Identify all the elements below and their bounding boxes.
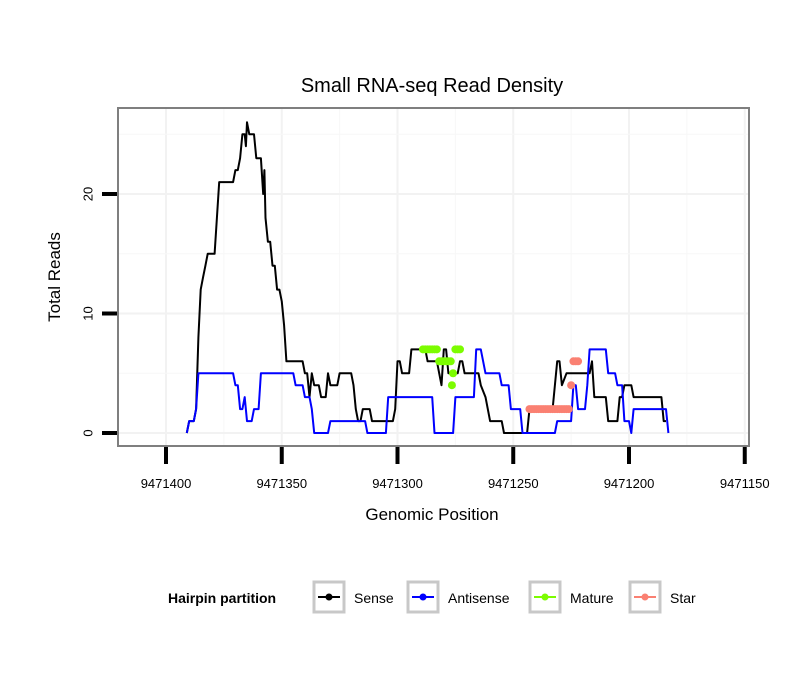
x-tick-label: 9471400 — [141, 476, 192, 491]
legend-label: Mature — [570, 590, 614, 606]
legend-label: Antisense — [448, 590, 510, 606]
mature-point — [447, 381, 456, 390]
mature-point — [449, 369, 458, 378]
star-point — [564, 405, 573, 414]
star-point — [574, 357, 583, 366]
x-tick-label: 9471200 — [604, 476, 655, 491]
sense-line — [185, 121, 666, 434]
mature-point — [446, 357, 455, 366]
legend-item-sense: Sense — [312, 580, 394, 614]
legend-label: Sense — [354, 590, 394, 606]
plot-border — [117, 107, 750, 447]
x-axis: 9471400 9471350 9471300 9471250 9471200 94711… — [141, 447, 770, 491]
x-axis-title: Genomic Position — [365, 505, 498, 524]
legend-title: Hairpin partition — [168, 590, 276, 606]
y-axis-title: Total Reads — [45, 232, 64, 322]
chart-title: Small RNA-seq Read Density — [301, 75, 563, 97]
mature-point — [456, 345, 465, 354]
legend: Hairpin partition Sense Antisense Mature St… — [168, 580, 696, 614]
y-axis: 0 10 20 — [81, 187, 117, 437]
y-tick-label: 10 — [81, 306, 96, 320]
legend-key-point — [325, 593, 333, 601]
legend-key-point — [541, 593, 549, 601]
star-point — [567, 381, 576, 390]
legend-key-point — [641, 593, 649, 601]
y-tick-label: 20 — [81, 187, 96, 201]
antisense-line — [185, 348, 670, 434]
x-tick-label: 9471350 — [256, 476, 307, 491]
legend-key-point — [419, 593, 427, 601]
legend-label: Star — [670, 590, 696, 606]
legend-item-mature: Mature — [528, 580, 614, 614]
x-tick-label: 9471150 — [720, 476, 770, 491]
legend-item-antisense: Antisense — [406, 580, 510, 614]
x-tick-label: 9471300 — [372, 476, 423, 491]
gridlines — [119, 109, 748, 445]
legend-item-star: Star — [628, 580, 696, 614]
plot-panel — [117, 107, 750, 447]
y-tick-label: 0 — [81, 429, 96, 436]
series-layer — [185, 121, 670, 434]
mature-point — [432, 345, 441, 354]
x-tick-label: 9471250 — [488, 476, 539, 491]
